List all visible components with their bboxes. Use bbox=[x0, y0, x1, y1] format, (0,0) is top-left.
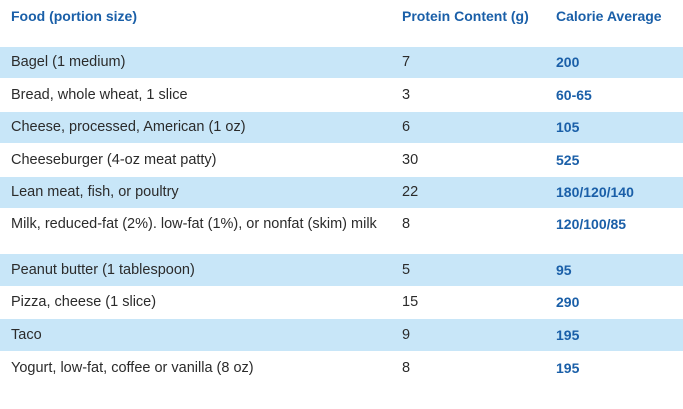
table-row: Taco 9 195 bbox=[0, 318, 683, 351]
cell-protein: 5 bbox=[396, 253, 546, 286]
header-protein: Protein Content (g) bbox=[402, 8, 529, 24]
table-row: Lean meat, fish, or poultry 22 180/120/1… bbox=[0, 175, 683, 209]
cell-calories: 180/120/140 bbox=[546, 175, 683, 209]
table-row: Cheeseburger (4-oz meat patty) 30 525 bbox=[0, 143, 683, 176]
cell-food: Yogurt, low-fat, coffee or vanilla (8 oz… bbox=[0, 350, 396, 384]
table-header-row: Food (portion size) Protein Content (g) … bbox=[0, 0, 683, 46]
cell-calories: 200 bbox=[546, 45, 683, 79]
header-calories: Calorie Average bbox=[556, 8, 662, 24]
table-row: Bread, whole wheat, 1 slice 3 60-65 bbox=[0, 78, 683, 111]
cell-protein: 30 bbox=[396, 143, 546, 176]
cell-protein: 9 bbox=[396, 318, 546, 351]
cell-protein: 3 bbox=[396, 78, 546, 111]
cell-food: Cheese, processed, American (1 oz) bbox=[0, 110, 396, 144]
cell-food: Lean meat, fish, or poultry bbox=[0, 175, 396, 209]
cell-calories: 105 bbox=[546, 110, 683, 144]
table-row: Milk, reduced-fat (2%). low-fat (1%), or… bbox=[0, 208, 683, 254]
cell-food: Taco bbox=[0, 318, 396, 351]
table-row: Cheese, processed, American (1 oz) 6 105 bbox=[0, 110, 683, 144]
header-food: Food (portion size) bbox=[11, 8, 137, 24]
table-row: Peanut butter (1 tablespoon) 5 95 bbox=[0, 253, 683, 286]
cell-calories: 95 bbox=[546, 253, 683, 286]
cell-calories: 525 bbox=[546, 143, 683, 176]
cell-calories: 120/100/85 bbox=[546, 208, 683, 254]
cell-food: Cheeseburger (4-oz meat patty) bbox=[0, 143, 396, 176]
cell-protein: 15 bbox=[396, 285, 546, 319]
cell-protein: 8 bbox=[396, 350, 546, 384]
cell-protein: 7 bbox=[396, 45, 546, 79]
cell-food: Peanut butter (1 tablespoon) bbox=[0, 253, 396, 286]
cell-protein: 8 bbox=[396, 208, 546, 254]
cell-calories: 290 bbox=[546, 285, 683, 319]
cell-protein: 22 bbox=[396, 175, 546, 209]
table-row: Pizza, cheese (1 slice) 15 290 bbox=[0, 285, 683, 319]
cell-food: Pizza, cheese (1 slice) bbox=[0, 285, 396, 319]
cell-calories: 60-65 bbox=[546, 78, 683, 111]
table-row: Bagel (1 medium) 7 200 bbox=[0, 45, 683, 79]
table-row: Yogurt, low-fat, coffee or vanilla (8 oz… bbox=[0, 350, 683, 384]
cell-calories: 195 bbox=[546, 350, 683, 384]
cell-calories: 195 bbox=[546, 318, 683, 351]
cell-food: Bread, whole wheat, 1 slice bbox=[0, 78, 396, 111]
protein-calorie-table: Food (portion size) Protein Content (g) … bbox=[0, 0, 683, 384]
cell-protein: 6 bbox=[396, 110, 546, 144]
cell-food: Milk, reduced-fat (2%). low-fat (1%), or… bbox=[0, 208, 396, 254]
cell-food: Bagel (1 medium) bbox=[0, 45, 396, 79]
